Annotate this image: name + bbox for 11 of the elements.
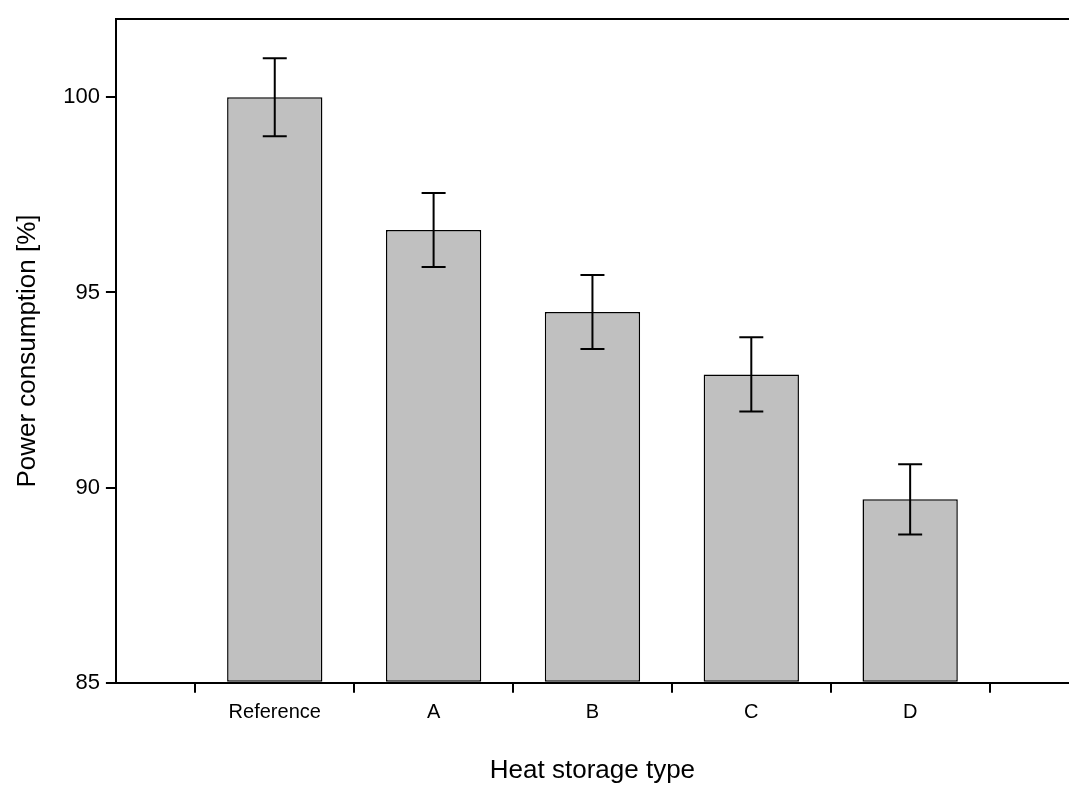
- x-tick-label: D: [902, 700, 918, 723]
- x-tick-label: B: [585, 700, 600, 723]
- y-axis-title: Power consumption [%]: [10, 214, 41, 488]
- x-axis-title: Heat storage type: [489, 753, 696, 784]
- y-tick-label: 100: [63, 83, 100, 109]
- x-tick-label: Reference: [228, 700, 321, 723]
- y-tick-label: 95: [75, 278, 100, 304]
- x-tick-label: C: [744, 700, 759, 723]
- x-tick-label: A: [426, 700, 441, 723]
- y-tick-label: 90: [75, 473, 100, 499]
- y-tick-label: 85: [75, 668, 100, 694]
